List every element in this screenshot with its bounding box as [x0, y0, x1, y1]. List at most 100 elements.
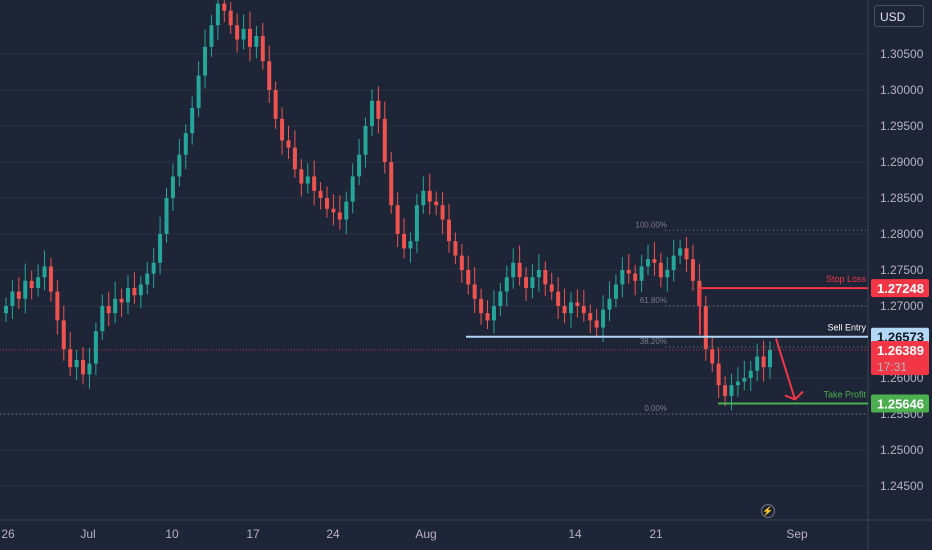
candle-body: [594, 320, 599, 328]
y-tick-label: 1.29500: [880, 119, 924, 133]
candle-body: [203, 46, 208, 76]
candle-body: [491, 306, 496, 321]
candle-body: [228, 10, 233, 26]
candle-body: [55, 291, 60, 321]
candle-body: [151, 262, 156, 274]
candle-body: [113, 298, 118, 314]
stop-loss-price-tag-bg: [871, 279, 929, 298]
candle-body: [337, 212, 342, 220]
candle-body: [472, 284, 477, 299]
candle-body: [299, 169, 304, 184]
candle-body: [164, 198, 169, 234]
candle-body: [562, 306, 567, 314]
candle-body: [196, 75, 201, 108]
currency-button[interactable]: USD: [874, 5, 924, 27]
candle-body: [678, 248, 683, 256]
candle-body: [568, 302, 573, 314]
y-tick-label: 1.30000: [880, 83, 924, 97]
candle-body: [119, 298, 124, 303]
candle-body: [222, 3, 227, 11]
candle-body: [286, 140, 291, 148]
x-tick-label: 26: [1, 527, 15, 541]
candle-body: [421, 190, 426, 206]
x-tick-label: Aug: [415, 527, 436, 541]
candle-body: [376, 100, 381, 119]
candle-body: [10, 291, 15, 306]
candle-body: [446, 219, 451, 242]
candle-body: [543, 270, 548, 285]
candle-body: [260, 36, 265, 62]
candle-body: [601, 309, 606, 328]
y-tick-label: 1.28000: [880, 227, 924, 241]
candle-body: [703, 306, 708, 350]
current-price-tag-bg: [871, 340, 929, 375]
candle-body: [23, 280, 28, 299]
fib-label: 38.20%: [640, 337, 667, 346]
candle-body: [556, 291, 561, 306]
candle-body: [453, 241, 458, 256]
candle-body: [61, 320, 66, 350]
candle-body: [369, 100, 374, 126]
candle-body: [125, 288, 130, 303]
candle-body: [325, 198, 330, 209]
y-tick-label: 1.27500: [880, 263, 924, 277]
candle-body: [607, 298, 612, 310]
take-profit-label: Take Profit: [823, 389, 866, 399]
candle-body: [658, 262, 663, 278]
candle-body: [382, 118, 387, 162]
candle-body: [755, 356, 760, 371]
candle-body: [466, 270, 471, 285]
candle-body: [408, 241, 413, 249]
candle-body: [138, 284, 143, 296]
candle-body: [414, 205, 419, 242]
candle-body: [273, 90, 278, 119]
candle-body: [183, 133, 188, 155]
candle-body: [68, 349, 73, 368]
x-tick-label: Jul: [80, 527, 95, 541]
candle-body: [93, 331, 98, 364]
candle-body: [132, 288, 137, 296]
candle-body: [247, 28, 252, 47]
candle-body: [485, 313, 490, 321]
candle-body: [305, 176, 310, 184]
take-profit-price-tag: 1.25646: [877, 396, 924, 411]
candle-body: [729, 385, 734, 396]
fib-label: 61.80%: [640, 296, 667, 305]
candle-body: [267, 61, 272, 90]
x-tick-label: 14: [568, 527, 582, 541]
arrow-shaft: [775, 338, 796, 400]
candle-body: [690, 259, 695, 281]
candle-body: [524, 277, 529, 288]
candle-body: [761, 356, 766, 368]
candle-body: [459, 255, 464, 270]
candle-body: [536, 270, 541, 278]
candle-body: [81, 360, 86, 375]
arrow-head: [784, 390, 804, 401]
candle-body: [4, 306, 8, 314]
candle-body: [318, 190, 323, 198]
candle-body: [434, 201, 439, 206]
y-tick-label: 1.30500: [880, 47, 924, 61]
candle-body: [671, 255, 676, 270]
candle-body: [613, 284, 618, 299]
candle-body: [42, 266, 47, 278]
candle-body: [209, 25, 214, 47]
candle-body: [633, 273, 638, 281]
x-tick-label: 24: [326, 527, 340, 541]
candle-body: [588, 313, 593, 321]
candle-body: [768, 349, 772, 368]
candle-body: [684, 248, 689, 260]
candle-body: [87, 363, 92, 375]
stop-loss-label: Stop Loss: [826, 274, 867, 284]
lightning-icon[interactable]: ⚡: [761, 504, 775, 518]
candle-body: [620, 270, 625, 285]
candle-body: [235, 25, 240, 40]
candle-body: [215, 3, 220, 26]
x-tick-label: 21: [649, 527, 663, 541]
countdown-label: 17:31: [877, 360, 907, 374]
candle-body: [710, 349, 715, 364]
candle-body: [639, 266, 644, 281]
